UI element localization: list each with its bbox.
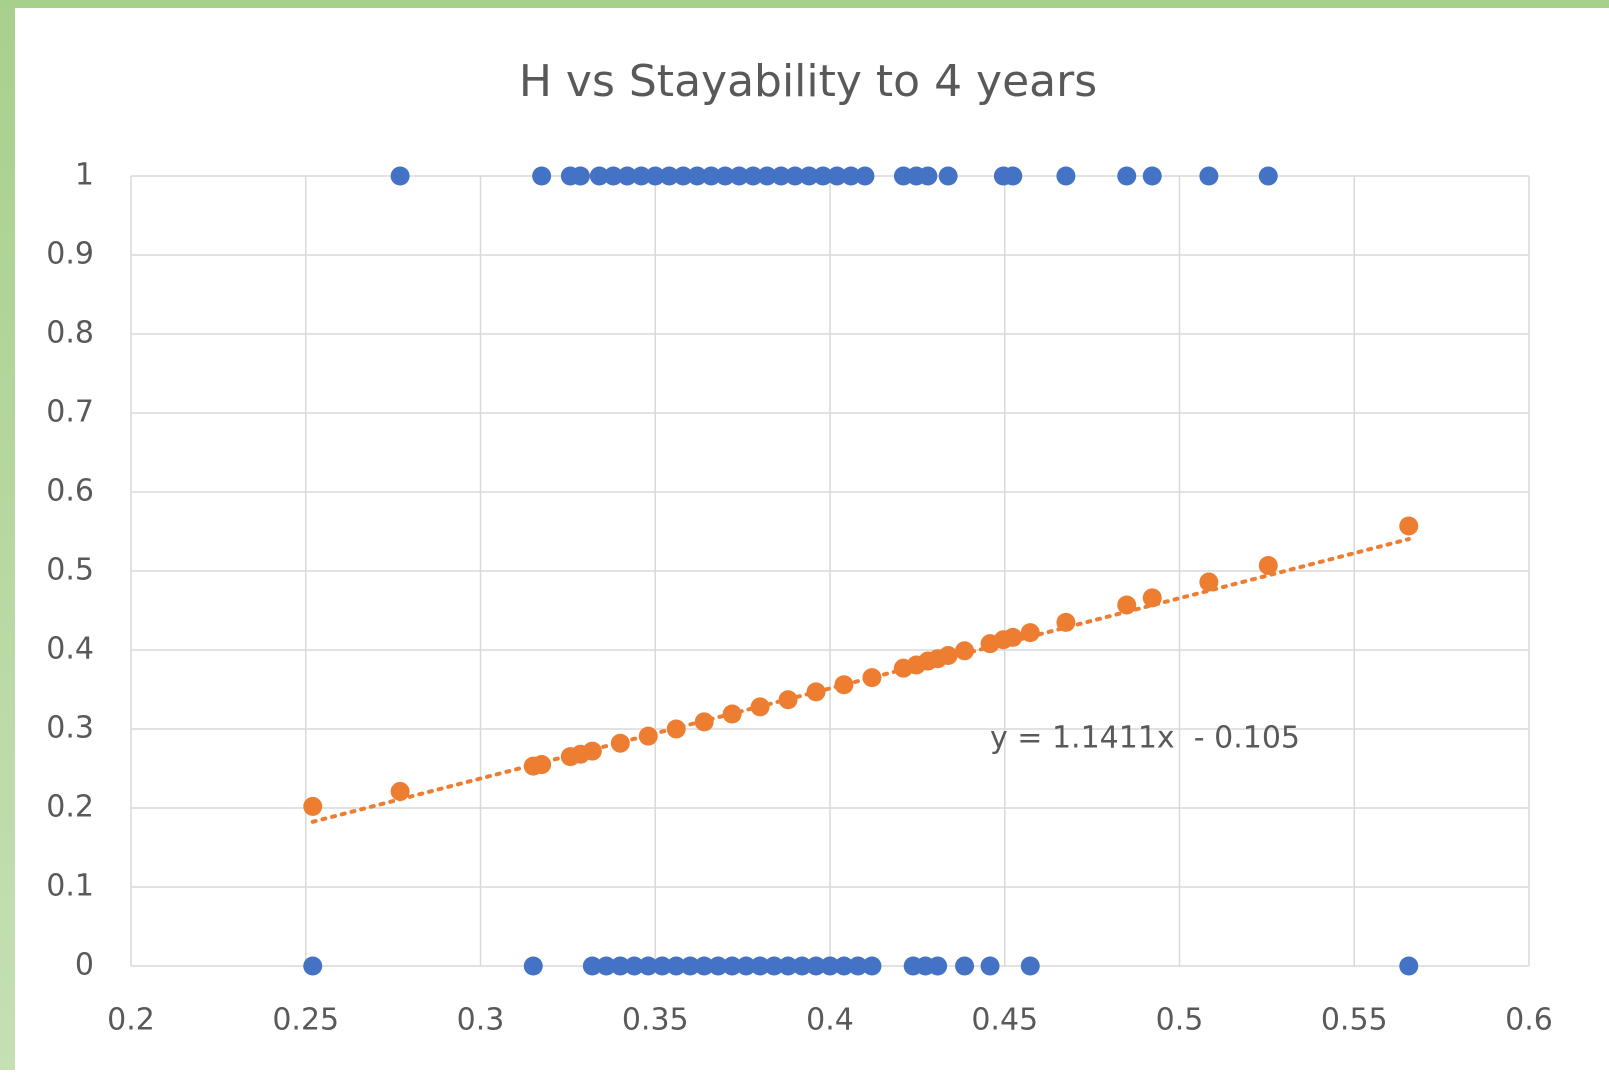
data-point xyxy=(955,641,975,661)
data-point xyxy=(928,956,948,976)
data-point xyxy=(855,166,875,186)
y-tick-label: 0.9 xyxy=(46,237,94,272)
data-point xyxy=(523,956,543,976)
data-point xyxy=(1117,595,1137,615)
data-point xyxy=(570,166,590,186)
data-point xyxy=(603,166,623,186)
data-point xyxy=(1399,956,1419,976)
data-point xyxy=(743,166,763,186)
data-point xyxy=(1003,627,1023,647)
x-tick-label: 0.55 xyxy=(1321,1003,1388,1038)
data-point xyxy=(1003,166,1023,186)
data-point xyxy=(827,166,847,186)
data-point xyxy=(1056,166,1076,186)
y-tick-label: 0.7 xyxy=(46,395,94,430)
data-point xyxy=(862,956,882,976)
data-point xyxy=(715,166,735,186)
data-point xyxy=(694,956,714,976)
data-point xyxy=(390,781,410,801)
x-tick-label: 0.45 xyxy=(971,1003,1038,1038)
data-point xyxy=(589,166,609,186)
data-point xyxy=(1020,623,1040,643)
data-point xyxy=(1399,516,1419,536)
data-point xyxy=(785,166,805,186)
data-point xyxy=(980,956,1000,976)
x-tick-label: 0.35 xyxy=(622,1003,689,1038)
data-point xyxy=(645,166,665,186)
data-point xyxy=(701,166,721,186)
data-point xyxy=(820,956,840,976)
data-point xyxy=(638,956,658,976)
data-point xyxy=(610,733,630,753)
data-point xyxy=(666,956,686,976)
y-tick-label: 1 xyxy=(75,158,94,193)
data-point xyxy=(596,956,616,976)
data-point xyxy=(673,166,693,186)
data-point xyxy=(778,956,798,976)
data-point xyxy=(1117,166,1137,186)
data-point xyxy=(610,956,630,976)
x-tick-label: 0.6 xyxy=(1505,1003,1553,1038)
y-tick-label: 0.2 xyxy=(46,790,94,825)
data-point xyxy=(638,726,658,746)
data-point xyxy=(631,166,651,186)
chart-title: H vs Stayability to 4 years xyxy=(519,56,1097,107)
data-point xyxy=(1199,572,1219,592)
data-point xyxy=(708,956,728,976)
data-point xyxy=(918,166,938,186)
data-point xyxy=(624,956,644,976)
trendline-equation: y = 1.1411x - 0.105 xyxy=(990,721,1300,756)
data-point xyxy=(806,956,826,976)
y-tick-label: 0 xyxy=(75,948,94,983)
data-point xyxy=(652,956,672,976)
data-point xyxy=(862,668,882,688)
y-tick-label: 0.4 xyxy=(46,632,94,667)
data-point xyxy=(1258,555,1278,575)
data-point xyxy=(582,741,602,761)
data-point xyxy=(757,166,777,186)
data-point xyxy=(1142,166,1162,186)
data-point xyxy=(617,166,637,186)
y-tick-label: 0.5 xyxy=(46,553,94,588)
data-point xyxy=(532,166,552,186)
x-tick-label: 0.3 xyxy=(457,1003,505,1038)
data-point xyxy=(729,166,749,186)
x-tick-label: 0.2 xyxy=(107,1003,155,1038)
data-point xyxy=(771,166,791,186)
data-point xyxy=(1258,166,1278,186)
data-point xyxy=(764,956,784,976)
data-point xyxy=(582,956,602,976)
y-tick-label: 0.8 xyxy=(46,316,94,351)
trendline xyxy=(310,537,1411,824)
data-point xyxy=(1199,166,1219,186)
data-point xyxy=(955,956,975,976)
data-point xyxy=(813,166,833,186)
y-tick-label: 0.3 xyxy=(46,711,94,746)
y-tick-label: 0.6 xyxy=(46,474,94,509)
data-point xyxy=(680,956,700,976)
data-point xyxy=(938,166,958,186)
y-tick-label: 0.1 xyxy=(46,869,94,904)
data-point xyxy=(390,166,410,186)
data-point xyxy=(736,956,756,976)
data-point xyxy=(834,956,854,976)
data-point xyxy=(666,719,686,739)
x-tick-label: 0.25 xyxy=(272,1003,339,1038)
data-point xyxy=(750,956,770,976)
data-point xyxy=(303,796,323,816)
data-point xyxy=(1020,956,1040,976)
x-tick-label: 0.4 xyxy=(806,1003,854,1038)
data-point xyxy=(722,956,742,976)
data-point xyxy=(659,166,679,186)
data-point xyxy=(799,166,819,186)
data-point xyxy=(303,956,323,976)
data-point xyxy=(841,166,861,186)
data-point xyxy=(792,956,812,976)
data-point xyxy=(848,956,868,976)
data-point xyxy=(687,166,707,186)
x-tick-label: 0.5 xyxy=(1156,1003,1204,1038)
